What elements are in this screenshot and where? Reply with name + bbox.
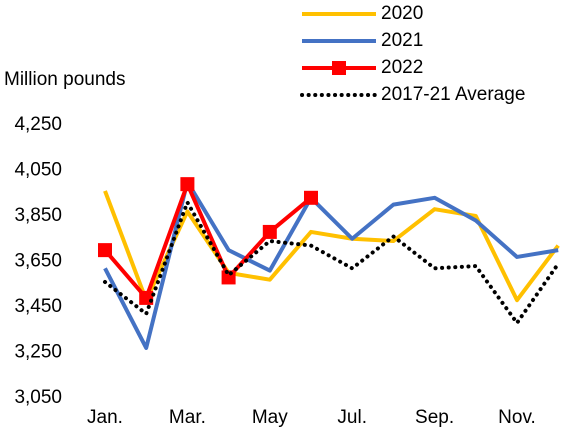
legend-label: 2020 bbox=[381, 3, 423, 24]
y-tick-label: 3,850 bbox=[14, 205, 62, 226]
x-tick-label: May bbox=[252, 407, 288, 428]
x-tick-label: Jan. bbox=[87, 407, 123, 428]
x-tick-label: Jul. bbox=[337, 407, 367, 428]
series-line bbox=[103, 190, 560, 303]
legend-label: 2022 bbox=[381, 57, 423, 78]
point-marker bbox=[304, 190, 318, 205]
y-tick-label: 3,050 bbox=[14, 387, 62, 408]
legend-label: 2021 bbox=[381, 30, 423, 51]
x-tick-label: Mar. bbox=[169, 407, 206, 428]
x-tick-label: Nov. bbox=[498, 407, 536, 428]
x-tick-label: Sep. bbox=[415, 407, 454, 428]
point-marker bbox=[139, 290, 154, 305]
point-marker bbox=[98, 243, 112, 258]
y-axis-label: Million pounds bbox=[4, 69, 125, 90]
series-line bbox=[103, 200, 561, 325]
y-tick-label: 3,250 bbox=[14, 342, 62, 363]
series-line bbox=[103, 179, 559, 350]
point-marker bbox=[262, 224, 277, 239]
y-tick-label: 3,650 bbox=[14, 251, 62, 272]
point-marker bbox=[180, 177, 195, 192]
legend-marker bbox=[332, 61, 346, 75]
y-tick-label: 4,050 bbox=[14, 160, 62, 181]
y-tick-label: 4,250 bbox=[14, 114, 62, 135]
y-tick-label: 3,450 bbox=[14, 296, 62, 317]
legend-label: 2017-21 Average bbox=[381, 84, 525, 105]
